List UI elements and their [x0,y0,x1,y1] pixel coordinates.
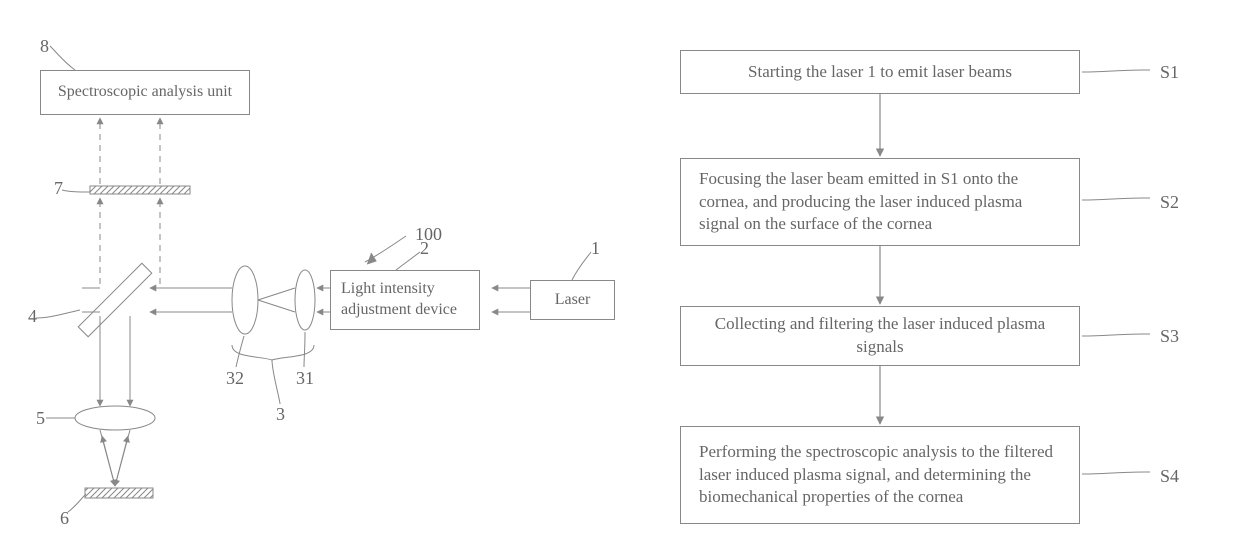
lens-32 [232,266,258,334]
lens-31 [295,270,315,330]
leader-s4 [1082,472,1150,474]
leader-32 [236,336,244,367]
leader-2 [396,252,420,270]
beamsplitter-4 [78,263,152,337]
leader-6 [68,494,86,512]
figure-container: Spectroscopic analysis unit Light intens… [0,0,1240,551]
leader-31 [304,332,305,367]
leader-s2 [1082,198,1150,200]
bracket-3 [232,345,314,404]
leader-s3 [1082,334,1150,336]
leader-8 [50,46,75,70]
aperture-7 [90,186,190,194]
leader-100-arrow [367,253,376,264]
leader-lines [36,46,1150,512]
rays-dashed-up [100,118,160,284]
leader-4 [36,310,80,318]
rays-down [100,316,130,486]
leader-7 [62,190,90,192]
leader-1 [572,252,591,280]
leader-s1 [1082,70,1150,72]
sample-6 [85,488,153,498]
lens-5 [75,406,155,430]
drawing-layer [0,0,1240,551]
